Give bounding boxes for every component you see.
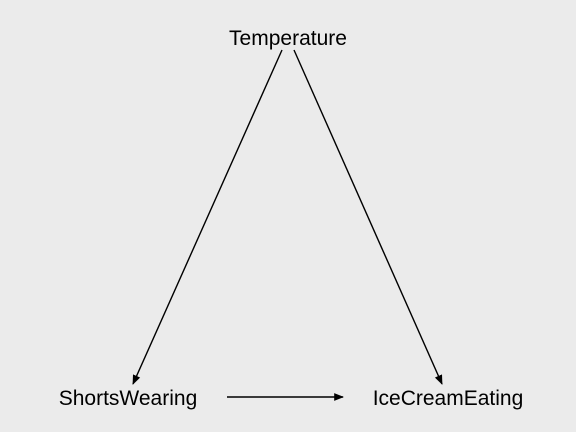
edge-temperature-to-icecreameating xyxy=(293,49,443,385)
node-ice-cream-eating: IceCreamEating xyxy=(373,387,524,410)
node-shorts-wearing: ShortsWearing xyxy=(59,387,198,410)
node-temperature: Temperature xyxy=(229,27,347,50)
edge-temperature-to-shortswearing xyxy=(132,49,283,385)
